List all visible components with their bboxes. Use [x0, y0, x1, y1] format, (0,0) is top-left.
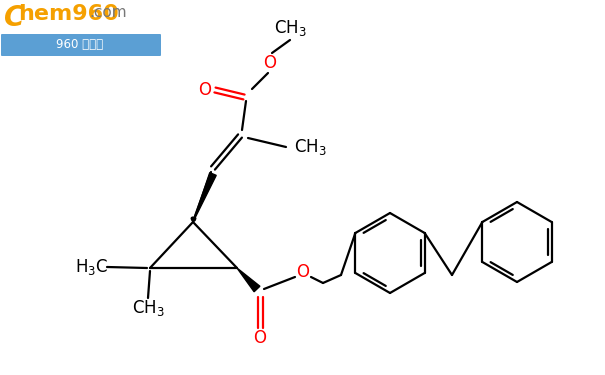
Polygon shape [193, 172, 216, 222]
Text: hem960: hem960 [18, 4, 119, 24]
Text: O: O [264, 54, 276, 72]
Text: CH$_3$: CH$_3$ [132, 298, 165, 318]
Text: CH$_3$: CH$_3$ [294, 137, 327, 157]
Text: C: C [4, 4, 24, 32]
Text: 960 化工网: 960 化工网 [56, 38, 103, 51]
Text: O: O [296, 263, 310, 281]
Text: .com: .com [89, 5, 126, 20]
Text: H$_3$C: H$_3$C [75, 257, 108, 277]
Text: O: O [198, 81, 212, 99]
FancyBboxPatch shape [1, 34, 161, 56]
Polygon shape [237, 268, 260, 292]
Text: O: O [253, 329, 266, 347]
Text: CH$_3$: CH$_3$ [273, 18, 306, 38]
